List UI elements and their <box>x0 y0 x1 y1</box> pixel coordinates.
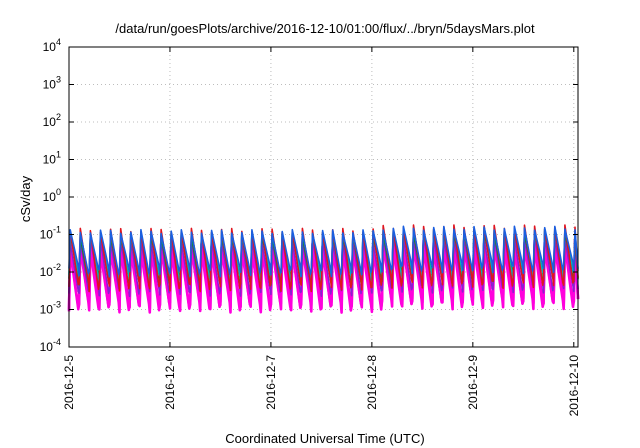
x-tick-label: 2016-12-9 <box>466 355 480 410</box>
data-series <box>67 224 580 314</box>
y-tick-label: 10-3 <box>40 300 61 317</box>
x-axis-label: Coordinated Universal Time (UTC) <box>225 431 424 446</box>
x-tick-label: 2016-12-5 <box>62 355 76 410</box>
y-tick-label: 101 <box>43 150 61 167</box>
series-line <box>68 225 579 278</box>
y-tick-label: 10-1 <box>40 225 61 242</box>
x-tick-label: 2016-12-7 <box>264 355 278 410</box>
y-tick-label: 102 <box>43 112 61 129</box>
y-tick-label: 104 <box>43 37 61 54</box>
y-tick-label: 10-2 <box>40 262 61 279</box>
y-axis: 10-4 10-3 10-2 10-1 100 101 102 103 104 <box>40 37 578 354</box>
y-axis-label: cSv/day <box>18 175 33 222</box>
y-tick-label: 103 <box>43 75 61 92</box>
x-axis: 2016-12-5 2016-12-6 2016-12-7 2016-12-8 2016… <box>62 47 581 416</box>
x-tick-label: 2016-12-8 <box>365 355 379 410</box>
x-tick-label: 2016-12-6 <box>163 355 177 410</box>
y-tick-label: 10-4 <box>40 337 61 354</box>
x-tick-label: 2016-12-10 <box>567 355 581 417</box>
chart-title: /data/run/goesPlots/archive/2016-12-10/0… <box>115 21 535 36</box>
y-tick-label: 100 <box>43 187 61 204</box>
